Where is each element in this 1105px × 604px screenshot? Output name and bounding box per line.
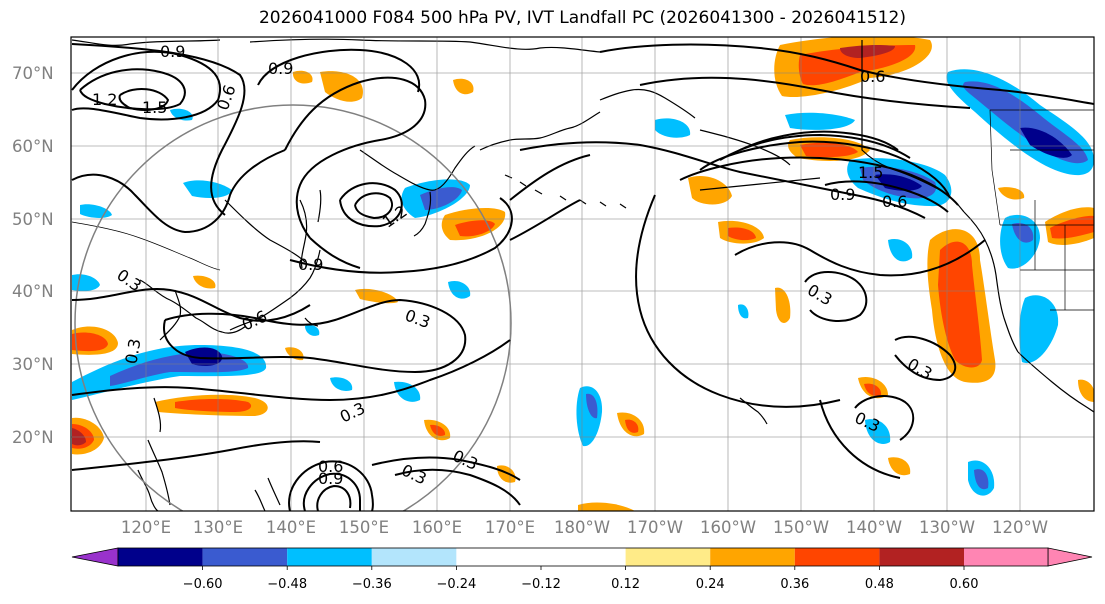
lon-label: 170°W [627,518,683,537]
lon-label: 150°W [773,518,829,537]
colorbar-tick-label: 0.48 [865,577,894,592]
colorbar-tick-label: 0.60 [950,577,979,592]
colorbar-bin [202,548,288,566]
colorbar-bin [625,548,711,566]
lat-label-50n: 50°N [12,210,54,229]
lat-label-30n: 30°N [12,355,54,374]
colorbar-outline [117,547,1049,567]
colorbar-tick-label: 0.12 [611,577,640,592]
lat-label-20n: 20°N [12,428,54,447]
pv-contours [71,43,1094,511]
colorbar-bin [371,548,457,566]
colorbar-tick-label: 0.24 [696,577,725,592]
contour-label: 1.5 [142,98,167,117]
shade-orange-gulf-w [688,176,732,205]
lon-label: 130°W [919,518,975,537]
contour-label: 0.9 [160,42,185,61]
contour-label: 1.2 [92,90,117,109]
lon-label: 180°W [554,518,610,537]
contour-label: 0.3 [121,337,144,365]
colorbar-bin [456,548,541,566]
lon-label: 130°E [193,518,243,537]
colorbar-tick-label: −0.48 [267,577,307,592]
colorbar-bin [794,548,880,566]
contour-label: 0.9 [318,469,343,488]
lat-label-70n: 70°N [12,64,54,83]
contour-label: 0.6 [860,67,885,86]
contour-label: 1.5 [858,163,883,182]
colorbar-tick-label: 0.36 [780,577,809,592]
coastlines [71,38,1094,511]
lon-axis: 120°E 130°E 140°E 150°E 160°E 170°E 180°… [121,518,1048,537]
lon-label: 140°E [266,518,316,537]
colorbar-bin [118,548,203,566]
lat-label-60n: 60°N [12,137,54,156]
gridlines [71,37,1094,511]
lon-label: 150°E [339,518,389,537]
contour-label: 0.9 [830,185,855,204]
colorbar-bin [287,548,372,566]
lon-label: 160°E [412,518,462,537]
colorbar-extend-high [1047,547,1093,567]
colorbar-tick-label: −0.24 [436,577,476,592]
colorbar-bin [879,548,964,566]
lon-label: 170°E [485,518,535,537]
contour-label: 0.9 [268,59,293,78]
colorbar-bin [541,548,626,566]
shade-blue-ne-china [183,180,232,198]
range-circle [74,104,512,511]
colorbar-bin [710,548,795,566]
lon-label: 120°E [121,518,171,537]
lat-axis: 70°N 60°N 50°N 40°N 30°N 20°N [12,64,54,447]
colorbar-tick-label: −0.60 [183,577,223,592]
colorbar-tick-label: −0.36 [352,577,392,592]
lon-label: 160°W [700,518,756,537]
shade-orange-siberia [320,71,363,102]
colorbar-bin [964,548,1048,566]
contour-label: 0.6 [318,457,343,476]
map-title: 2026041000 F084 500 hPa PV, IVT Landfall… [258,8,906,28]
colorbar-tick-label: −0.12 [521,577,561,592]
map-border [70,36,1095,512]
lon-label: 140°W [846,518,902,537]
contour-label: 0.9 [298,255,323,274]
colorbar-extend-low [71,547,119,567]
contour-label: 0.6 [882,192,907,211]
colorbar: −0.60 −0.48 −0.36 −0.24 −0.12 0.12 0.24 … [71,547,1093,592]
political-borders [71,109,1094,311]
lat-label-40n: 40°N [12,282,54,301]
lon-label: 120°W [992,518,1048,537]
